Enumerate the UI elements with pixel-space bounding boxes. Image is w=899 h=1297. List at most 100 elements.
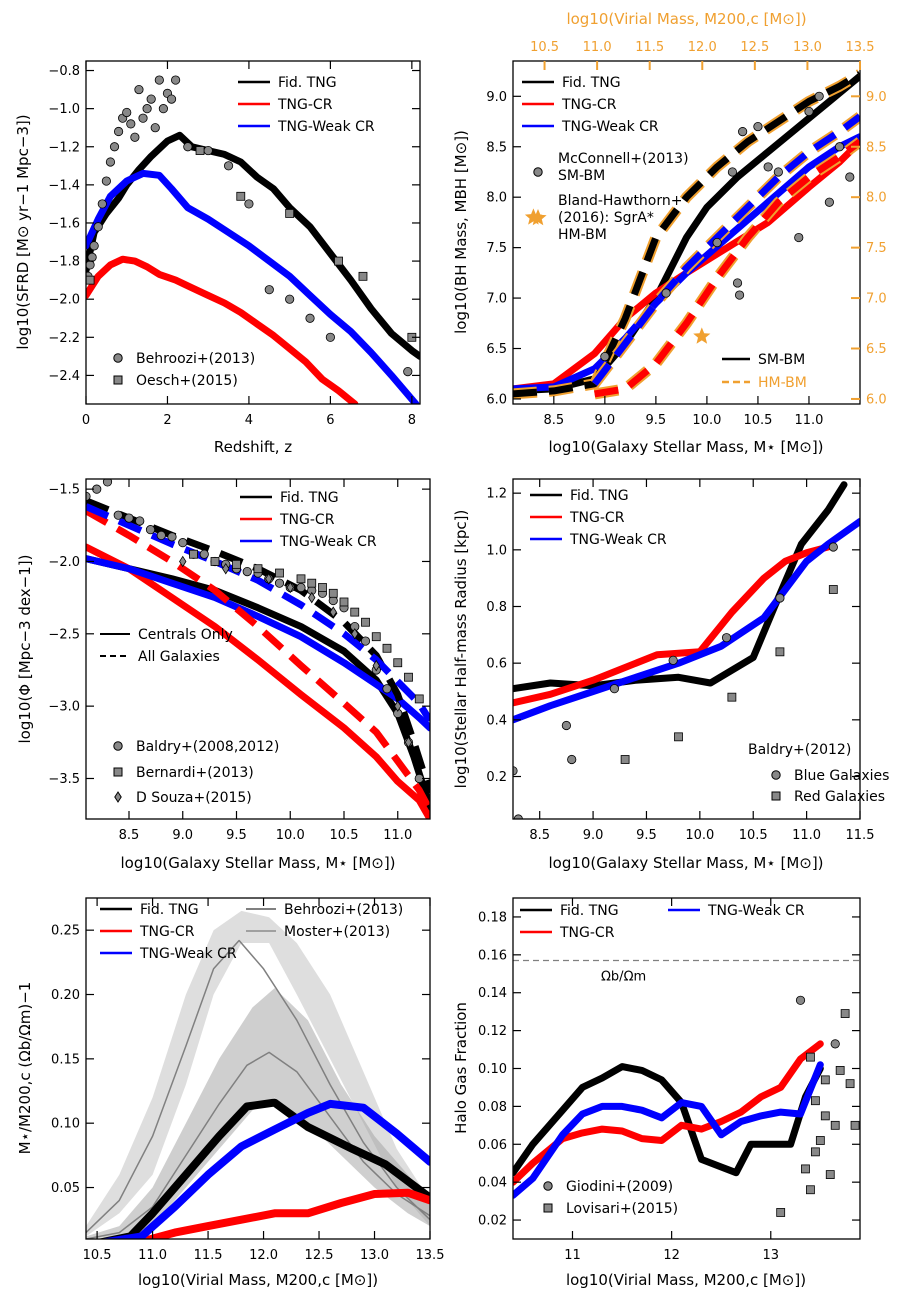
legend-entry: TNG-CR [559,925,615,941]
bh-x-axis-title: log10(Galaxy Stellar Mass, M⋆ [M⊙]) [548,438,823,456]
y-tick-label: 8.5 [486,140,507,155]
y-tick-label: −2.0 [48,555,80,570]
sfrd-point-circle [89,241,99,251]
gas-x-axis-title: log10(Virial Mass, M200,c [M⊙]) [566,1271,806,1289]
smhm-line-moster-2013- [86,1051,430,1239]
x-tick-label: 8.5 [543,413,564,428]
smhm-line-tng-cr [131,1188,430,1239]
legend-layer: Fid. TNG TNG-CR TNG-Weak CR Behroozi+(2013)… [100,75,889,1217]
bh-point-circle [824,197,834,207]
legend-entry: All Galaxies [138,649,220,665]
smf-point-circle [156,530,166,541]
y-tick-label: 0.25 [51,924,80,939]
legend-entry: TNG-Weak CR [279,534,377,550]
sfrd-point-circle [126,119,136,129]
bh-line-fid-tng-hm [513,71,860,398]
y-tick-label: −1.2 [48,140,80,155]
bh-point-circle [738,127,748,137]
bh-axes-frame [512,60,861,405]
y-tick-label: 0.20 [51,988,80,1003]
y-tick-label: −3.0 [48,700,80,715]
x-tick-label: 11.0 [383,828,412,843]
x-tick-label: 2 [163,413,171,428]
sfrd-point-circle [244,199,254,209]
sfrd-line-tng-cr [86,255,359,404]
smf-point-circle [360,636,371,646]
gas-point-square [806,1052,815,1062]
smf-point-diamond [404,736,413,749]
bh-point-circle [834,142,845,152]
sfrd-point-square [195,146,205,155]
smf-point-square [382,643,392,653]
legend-entry: TNG-CR [561,97,617,113]
x-tick-label: 6 [326,413,334,428]
x-tick-label: 13.5 [416,1248,445,1263]
smhm-y-axis-title: M⋆/M200,c (Ωb/Ωm)−1 [16,982,34,1155]
smf-point-square [328,588,338,598]
size-point-circle [721,633,732,643]
legend-entry: HM-BM [758,375,807,391]
sfrd-point-square [358,271,368,281]
top-axis-title: log10(Virial Mass, M200,c [M⊙]) [566,10,806,28]
bh-point-circle [804,106,814,117]
size-point-square [620,755,630,764]
smf-point-circle [242,566,252,577]
smf-point-square [253,564,263,574]
smf-point-circle [124,513,134,523]
legend-title: Baldry+(2012) [748,742,851,758]
bh-point-circle [734,290,745,300]
x-tick-label: 10.0 [685,828,714,843]
right-y-tick-label: 9.0 [866,90,887,105]
bh-point-circle [712,237,722,248]
smf-point-square [371,632,381,642]
sfrd-point-circle [171,75,181,85]
x-tick-label: 12.5 [305,1248,334,1263]
x-tick-label: 0 [82,413,90,428]
smhm-plot-area [86,910,430,1239]
bh-plot-area [513,69,860,400]
sfrd-point-circle [150,123,160,133]
y-tick-label: 0.02 [478,1214,507,1229]
baryon-fraction-label: Ωb/Ωm [601,970,646,985]
y-tick-label: −1.0 [48,102,80,117]
top-x-tick-label: 11.5 [635,40,664,55]
x-tick-label: 11.5 [194,1248,223,1263]
y-tick-label: 0.06 [478,1138,507,1153]
legend-entry: Oesch+(2015) [136,373,238,389]
right-y-tick-label: 8.5 [866,140,887,155]
sfrd-point-circle [142,104,152,114]
legend-entry: Fid. TNG [560,903,619,919]
sfrd-point-square [285,209,295,218]
smf-point-diamond [394,700,402,712]
smf-point-circle [382,684,392,694]
smhm-axes-frame [85,897,431,1240]
size-point-circle [609,684,620,694]
legend-entry: Fid. TNG [562,75,621,91]
y-tick-label: 0.12 [478,1024,507,1039]
y-tick-label: 0.16 [478,948,507,963]
smf-point-circle [199,549,209,559]
gas-point-circle [795,995,806,1005]
x-tick-label: 11.0 [794,413,823,428]
legend-entry: TNG-CR [139,924,195,940]
y-tick-label: 1.0 [486,543,507,558]
x-tick-label: 13.0 [360,1248,389,1263]
x-tick-label: 9.0 [583,828,604,843]
sfrd-point-circle [325,332,335,342]
bh-point-circle [845,172,855,182]
sfrd-point-circle [158,104,168,114]
legend-diamond-marker [114,791,122,803]
size-plot-area [513,481,860,819]
sfrd-point-circle [154,75,164,85]
smf-point-square [210,557,220,566]
smf-point-diamond [179,555,187,568]
y-tick-label: 0.18 [478,910,507,925]
smf-point-circle [145,525,156,535]
legend-entry: Bernardi+(2013) [136,765,254,781]
sfrd-point-circle [166,94,177,104]
smf-point-square [393,658,403,668]
bh-line-tng-cr-hm [594,138,860,398]
legend-entry: TNG-CR [279,512,335,528]
legend-square-marker [113,767,123,777]
legend-square-marker [543,1203,553,1213]
